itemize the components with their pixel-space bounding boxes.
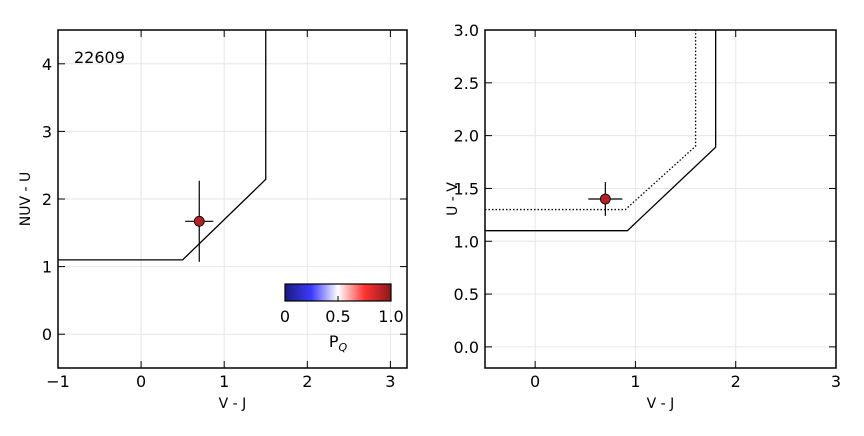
y-tick-label: 2 (42, 190, 52, 209)
plot-frame (484, 29, 837, 369)
y-axis-label: NUV - U (18, 172, 34, 227)
annotation: 22609 (74, 48, 125, 67)
x-tick-label: 0 (136, 372, 146, 391)
colorbar-label-sub: Q (338, 341, 347, 354)
x-axis-label: V - J (219, 396, 247, 412)
y-tick-label: 2.5 (454, 74, 479, 93)
x-tick-label: 3 (385, 372, 395, 391)
boundary-line (485, 30, 717, 232)
x-tick-label: 2 (731, 372, 741, 391)
colorbar-label-main: P (329, 332, 339, 351)
boundary-line (58, 30, 267, 261)
plot-frame (57, 29, 408, 369)
y-tick-label: 1 (42, 258, 52, 277)
y-tick-label: 2.0 (454, 127, 479, 146)
point (193, 215, 205, 227)
y-tick-label: 1.0 (454, 232, 479, 251)
x-tick-label: 1 (219, 372, 229, 391)
colorbar-tick-label: 1.0 (378, 307, 403, 326)
colorbar-label: PQ (329, 332, 348, 354)
x-tick-label: −1 (46, 372, 70, 391)
y-tick-label: 1.5 (454, 179, 479, 198)
point (599, 193, 611, 205)
colorbar-tick-label: 0 (280, 307, 290, 326)
boundary-line (485, 30, 697, 211)
x-axis-label: V - J (647, 396, 675, 412)
colorbar-tick-label: 0.5 (325, 307, 350, 326)
y-tick-label: 0 (42, 325, 52, 344)
y-tick-label: 3 (42, 122, 52, 141)
y-tick-label: 0.0 (454, 338, 479, 357)
y-tick-label: 0.5 (454, 285, 479, 304)
y-tick-label: 3.0 (454, 21, 479, 40)
x-tick-label: 1 (630, 372, 640, 391)
y-tick-label: 4 (42, 55, 52, 74)
x-tick-label: 0 (530, 372, 540, 391)
x-tick-label: 3 (831, 372, 841, 391)
y-axis-label: U - V (445, 182, 461, 216)
x-tick-label: 2 (302, 372, 312, 391)
